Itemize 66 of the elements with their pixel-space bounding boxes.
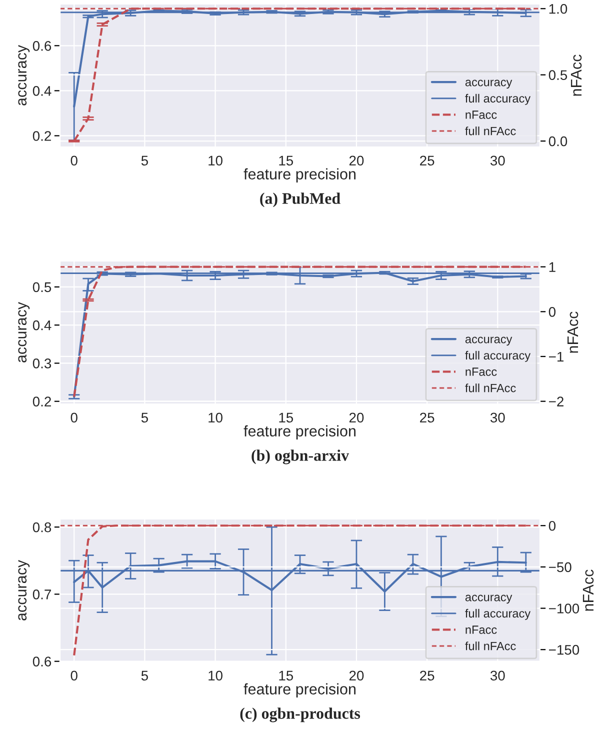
text: (c) ogbn-products (240, 708, 360, 722)
y-tick-label: 0.6 (32, 656, 52, 666)
x-tick-label: 20 (349, 670, 364, 681)
x-tick-label: 0 (70, 670, 78, 681)
y-tick-label: 0.2 (32, 131, 51, 141)
x-tick-label: 30 (490, 670, 505, 681)
legend-label: nFacc (466, 626, 497, 634)
y2-tick-label: −100 (549, 604, 580, 614)
y2-axis-title: nFAcc (570, 54, 582, 96)
y-tick-label: 0.4 (32, 86, 52, 96)
y2-tick-label: 1.0 (549, 4, 568, 14)
x-tick-label: 5 (141, 156, 148, 166)
y-tick-label: 0.3 (32, 358, 52, 368)
y2-tick-label: 0.0 (548, 136, 568, 146)
x-tick-label: 30 (490, 156, 505, 166)
y-axis-title: accuracy (18, 560, 30, 620)
legend-label: full accuracy (465, 94, 531, 105)
y-tick-label: 0.2 (32, 396, 51, 406)
y2-axis-title: nFAcc (582, 570, 594, 611)
y2-tick-label: −1 (549, 352, 564, 362)
x-tick-label: 10 (208, 156, 222, 166)
legend-label: full nFAcc (465, 642, 516, 650)
text: (a) PubMed (260, 192, 340, 208)
x-tick-label: 15 (279, 412, 294, 423)
x-tick-label: 5 (141, 412, 148, 423)
legend-label: full nFAcc (465, 126, 516, 136)
x-tick-label: 5 (141, 670, 148, 681)
y-tick-label: 0.6 (32, 40, 52, 51)
x-tick-label: 10 (208, 412, 222, 423)
x-tick-label: 25 (420, 412, 434, 423)
x-axis-title: feature precision (244, 168, 356, 183)
y-tick-label: 0.5 (32, 282, 52, 292)
legend-label: accuracy (465, 336, 512, 346)
y2-tick-label: 0 (548, 520, 556, 531)
x-tick-label: 25 (420, 670, 434, 681)
y-axis-title: accuracy (18, 44, 30, 106)
x-tick-label: 0 (70, 412, 78, 423)
x-tick-label: 15 (279, 156, 294, 166)
y2-tick-label: −2 (549, 396, 564, 406)
text: (b) ogbn-arxiv (252, 450, 350, 464)
legend-label: full nFAcc (465, 384, 516, 392)
x-tick-label: 20 (349, 412, 364, 423)
legend-label: nFacc (466, 368, 497, 376)
legend-label: full accuracy (465, 350, 531, 362)
y2-tick-label: 0 (548, 306, 556, 317)
y2-tick-label: 1 (549, 262, 556, 272)
legend-label: accuracy (465, 80, 512, 89)
legend-label: full accuracy (465, 608, 531, 620)
legend-label: accuracy (465, 594, 512, 604)
y2-tick-label: −150 (549, 644, 580, 655)
y-tick-label: 0.8 (32, 522, 52, 532)
x-axis-title: feature precision (244, 425, 356, 440)
x-tick-label: 20 (349, 156, 364, 166)
y-tick-label: 0.4 (32, 320, 52, 330)
y2-tick-label: 0.5 (548, 70, 568, 80)
x-tick-label: 10 (208, 670, 222, 681)
y2-axis-title: nFAcc (568, 312, 578, 353)
x-tick-label: 0 (70, 156, 78, 166)
x-axis-title: feature precision (244, 683, 356, 698)
y2-tick-label: −50 (549, 562, 572, 572)
y-axis-title: accuracy (18, 302, 30, 362)
legend-label: nFacc (466, 110, 497, 119)
x-tick-label: 15 (279, 670, 294, 681)
y-tick-label: 0.7 (32, 590, 51, 600)
x-tick-label: 25 (420, 156, 434, 166)
x-tick-label: 30 (490, 412, 505, 423)
